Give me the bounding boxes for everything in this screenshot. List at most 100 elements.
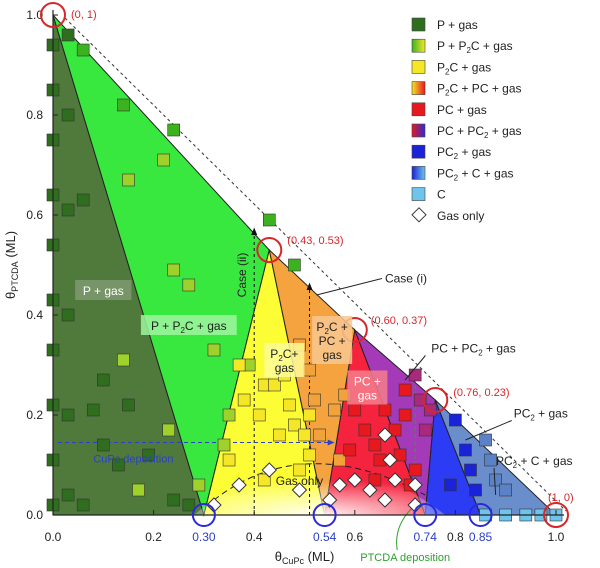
data-point bbox=[61, 488, 75, 502]
legend-swatch bbox=[411, 17, 426, 32]
legend-label: P2C + gas bbox=[437, 60, 491, 76]
legend-swatch bbox=[411, 123, 426, 138]
region-label: PC + bbox=[354, 375, 381, 389]
legend-label: C bbox=[437, 188, 446, 202]
pc2-gas-label: PC2 + gas bbox=[514, 407, 568, 423]
x-special-tick-label: 0.30 bbox=[192, 530, 216, 544]
legend-swatch bbox=[411, 102, 426, 117]
data-point bbox=[132, 483, 145, 497]
corner-circle bbox=[543, 502, 569, 528]
corner-label: (0.60, 0.37) bbox=[371, 315, 427, 327]
case-ii-arrowhead bbox=[251, 227, 258, 235]
data-point bbox=[303, 448, 316, 462]
data-point bbox=[489, 473, 502, 487]
data-point bbox=[308, 393, 321, 407]
data-point bbox=[303, 408, 316, 422]
y-tick-label: 0.4 bbox=[26, 308, 43, 322]
region-label: PC + bbox=[319, 334, 346, 348]
boundary-circle bbox=[191, 503, 216, 527]
corner-circle bbox=[422, 387, 449, 413]
legend-label: P + gas bbox=[437, 18, 478, 32]
gas-only-point bbox=[332, 477, 348, 493]
gas-only-point bbox=[377, 427, 393, 443]
data-point bbox=[61, 408, 75, 422]
y-tick-label: 0.6 bbox=[26, 208, 43, 222]
cupc-deposition-label: CuPc deposition bbox=[93, 454, 173, 466]
data-point bbox=[393, 448, 407, 462]
data-point bbox=[97, 373, 110, 387]
data-point bbox=[388, 423, 402, 437]
legend-label: PC2 + gas bbox=[437, 145, 491, 161]
data-point bbox=[217, 438, 231, 452]
gas-only-point bbox=[377, 492, 393, 508]
data-point bbox=[303, 363, 316, 377]
data-point bbox=[368, 438, 382, 452]
x-tick-label: 1.0 bbox=[548, 530, 565, 544]
data-point bbox=[444, 478, 457, 492]
region-label: gas bbox=[275, 361, 294, 375]
corner-circle bbox=[256, 237, 283, 263]
y-tick-label: 0.2 bbox=[26, 408, 43, 422]
region-label: P2C + bbox=[316, 320, 347, 336]
legend-label: PC2 + C + gas bbox=[437, 166, 514, 182]
data-point bbox=[408, 463, 422, 477]
x-axis-label: θCuPc (ML) bbox=[275, 549, 335, 566]
x-tick-label: 0.4 bbox=[246, 530, 263, 544]
data-point bbox=[86, 403, 100, 417]
gas-only-point bbox=[362, 482, 378, 498]
data-point bbox=[333, 453, 347, 467]
region-label-box bbox=[347, 370, 388, 405]
data-point bbox=[358, 423, 372, 437]
data-point bbox=[157, 153, 170, 167]
gas-only-point bbox=[347, 472, 363, 488]
data-point bbox=[298, 428, 311, 442]
y-axis-label: θPTCDA (ML) bbox=[3, 231, 20, 299]
data-point bbox=[207, 343, 221, 357]
data-point bbox=[288, 418, 301, 432]
legend-label: P2C + PC + gas bbox=[437, 82, 522, 98]
case-i-label: Case (i) bbox=[385, 272, 427, 286]
data-point bbox=[464, 463, 477, 477]
x-special-tick-label: 0.54 bbox=[313, 530, 337, 544]
legend-label: P + P2C + gas bbox=[437, 39, 513, 55]
legend-swatch bbox=[411, 81, 426, 95]
cupc-deposition-arrowhead bbox=[327, 439, 335, 446]
data-point bbox=[283, 398, 296, 412]
pc-pc2-pointer bbox=[404, 355, 426, 381]
region-label: P + P2C + gas bbox=[151, 319, 227, 335]
data-point bbox=[418, 423, 432, 437]
data-point bbox=[122, 398, 135, 412]
corner-label: (0, 1) bbox=[71, 9, 97, 21]
pc2-c-gas-pointer bbox=[493, 467, 497, 496]
data-point bbox=[162, 423, 175, 437]
case-i-arrowhead bbox=[306, 282, 313, 290]
data-point bbox=[459, 443, 472, 457]
data-point bbox=[117, 353, 130, 367]
data-point bbox=[167, 263, 181, 277]
y-tick-label: 0.0 bbox=[26, 508, 43, 522]
legend-diamond bbox=[411, 207, 427, 223]
data-point bbox=[61, 28, 75, 42]
x-tick-label: 0.2 bbox=[145, 530, 162, 544]
data-point bbox=[97, 438, 110, 452]
pc-pc2-gas-label: PC + PC2 + gas bbox=[431, 342, 515, 358]
data-point bbox=[479, 433, 492, 447]
data-point bbox=[167, 123, 181, 137]
corner-label: (0.76, 0.23) bbox=[453, 387, 509, 399]
data-point bbox=[61, 203, 75, 217]
data-point bbox=[262, 213, 276, 227]
x-special-tick-label: 0.74 bbox=[414, 530, 438, 544]
case-i-pointer bbox=[316, 278, 383, 296]
data-point bbox=[378, 403, 392, 417]
data-point bbox=[328, 403, 341, 417]
legend-swatch bbox=[411, 60, 426, 74]
data-point bbox=[222, 453, 236, 467]
region-label: gas bbox=[358, 389, 377, 403]
data-point bbox=[313, 428, 326, 442]
region-label-box bbox=[264, 343, 305, 377]
data-point bbox=[343, 443, 357, 457]
corner-label: (1, 0) bbox=[548, 492, 574, 504]
case-ii-label: Case (ii) bbox=[235, 253, 249, 298]
region-label-box bbox=[140, 315, 237, 335]
